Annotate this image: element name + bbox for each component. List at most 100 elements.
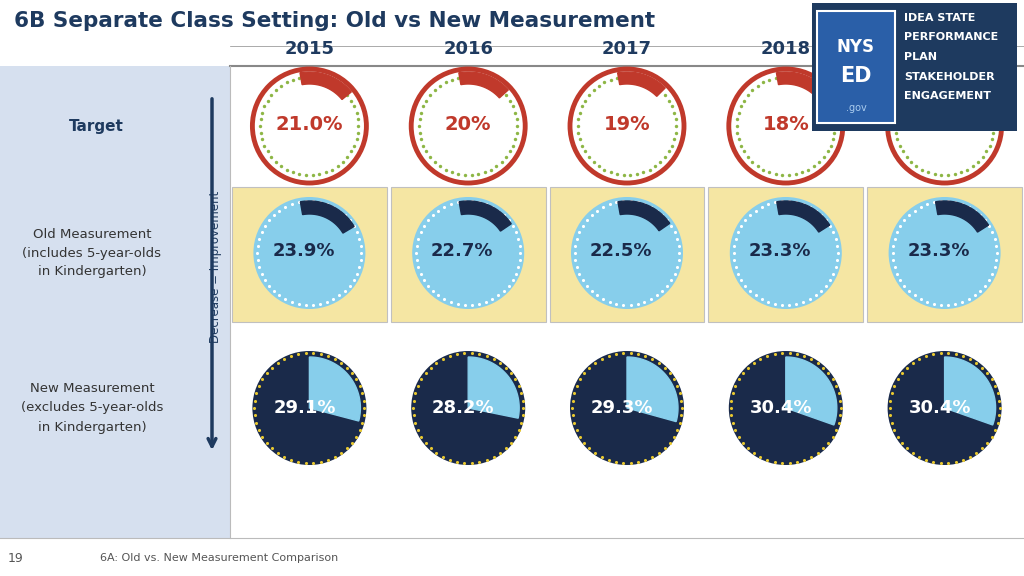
Point: [275, 452, 292, 461]
Point: [261, 281, 278, 290]
Point: [494, 157, 510, 166]
Point: [509, 128, 525, 137]
Point: [514, 411, 530, 420]
Point: [333, 358, 349, 367]
FancyBboxPatch shape: [867, 187, 1022, 322]
Circle shape: [414, 71, 523, 181]
Point: [406, 396, 422, 405]
Point: [420, 215, 436, 225]
Text: 2016: 2016: [443, 40, 494, 58]
Point: [802, 202, 818, 211]
Point: [927, 169, 943, 179]
Point: [958, 165, 975, 174]
Point: [940, 170, 956, 180]
Point: [600, 351, 616, 361]
Point: [933, 73, 949, 82]
Point: [926, 300, 942, 309]
Point: [629, 73, 645, 82]
Point: [745, 358, 762, 367]
Point: [760, 297, 776, 306]
Point: [885, 241, 901, 251]
Point: [410, 381, 426, 391]
Point: [413, 228, 429, 237]
Point: [406, 403, 422, 412]
Point: [326, 202, 342, 211]
Point: [889, 228, 905, 237]
Point: [899, 444, 915, 453]
Point: [305, 458, 322, 468]
Point: [507, 432, 523, 441]
Point: [623, 73, 639, 82]
Point: [331, 206, 347, 215]
Point: [833, 396, 849, 405]
Point: [635, 75, 651, 85]
Point: [753, 452, 769, 461]
Point: [754, 202, 770, 211]
Point: [970, 157, 986, 166]
Point: [443, 75, 460, 85]
Point: [298, 170, 314, 180]
Point: [911, 355, 928, 364]
Circle shape: [731, 71, 841, 181]
Point: [967, 206, 983, 215]
Point: [947, 350, 964, 359]
Point: [408, 389, 424, 398]
Point: [723, 396, 739, 405]
Point: [981, 275, 997, 285]
Point: [774, 348, 791, 358]
Point: [584, 210, 600, 219]
Point: [901, 286, 918, 295]
Point: [509, 122, 525, 131]
Point: [564, 411, 581, 420]
Point: [794, 168, 810, 177]
Point: [830, 389, 847, 398]
Point: [647, 81, 664, 90]
Point: [410, 263, 426, 272]
Point: [267, 86, 284, 95]
Polygon shape: [300, 72, 351, 100]
Point: [800, 165, 816, 174]
Point: [670, 381, 686, 391]
Point: [507, 375, 523, 384]
Point: [507, 108, 523, 118]
Point: [892, 275, 908, 285]
Circle shape: [888, 351, 1001, 465]
Point: [827, 234, 844, 244]
Point: [256, 102, 272, 111]
Point: [571, 432, 588, 441]
Point: [885, 256, 901, 265]
Point: [285, 75, 301, 85]
Point: [967, 291, 983, 300]
Point: [337, 210, 353, 219]
Point: [919, 199, 935, 209]
Point: [623, 170, 639, 180]
Point: [912, 202, 929, 211]
Point: [667, 269, 683, 278]
Point: [494, 86, 510, 95]
Point: [331, 291, 347, 300]
Point: [609, 169, 626, 179]
Point: [727, 381, 743, 391]
Point: [759, 351, 775, 361]
Point: [745, 448, 762, 457]
Point: [571, 375, 588, 384]
Point: [464, 458, 480, 468]
Point: [283, 455, 299, 464]
Point: [471, 350, 487, 359]
Point: [312, 350, 329, 359]
Point: [420, 281, 436, 290]
Text: 23.3%: 23.3%: [749, 242, 811, 260]
Point: [987, 381, 1004, 391]
Point: [317, 75, 334, 85]
Point: [672, 389, 688, 398]
Point: [730, 375, 746, 384]
Point: [415, 102, 431, 111]
Point: [827, 263, 844, 272]
Point: [615, 300, 632, 309]
Point: [635, 168, 651, 177]
Point: [586, 86, 602, 95]
Point: [650, 358, 667, 367]
Point: [250, 241, 266, 251]
Polygon shape: [777, 201, 829, 232]
Point: [354, 389, 371, 398]
